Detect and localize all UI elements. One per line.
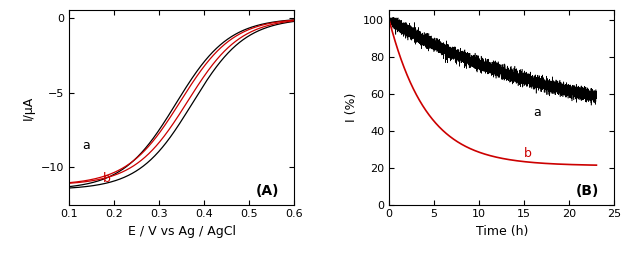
Text: b: b bbox=[103, 172, 110, 185]
Text: a: a bbox=[83, 139, 90, 152]
Text: b: b bbox=[524, 147, 532, 160]
Y-axis label: I (%): I (%) bbox=[345, 93, 357, 122]
Text: (A): (A) bbox=[256, 184, 280, 198]
X-axis label: E / V vs Ag / AgCl: E / V vs Ag / AgCl bbox=[128, 225, 236, 238]
Text: (B): (B) bbox=[576, 184, 599, 198]
Y-axis label: I/μA: I/μA bbox=[22, 95, 35, 120]
X-axis label: Time (h): Time (h) bbox=[475, 225, 528, 238]
Text: a: a bbox=[534, 106, 541, 119]
